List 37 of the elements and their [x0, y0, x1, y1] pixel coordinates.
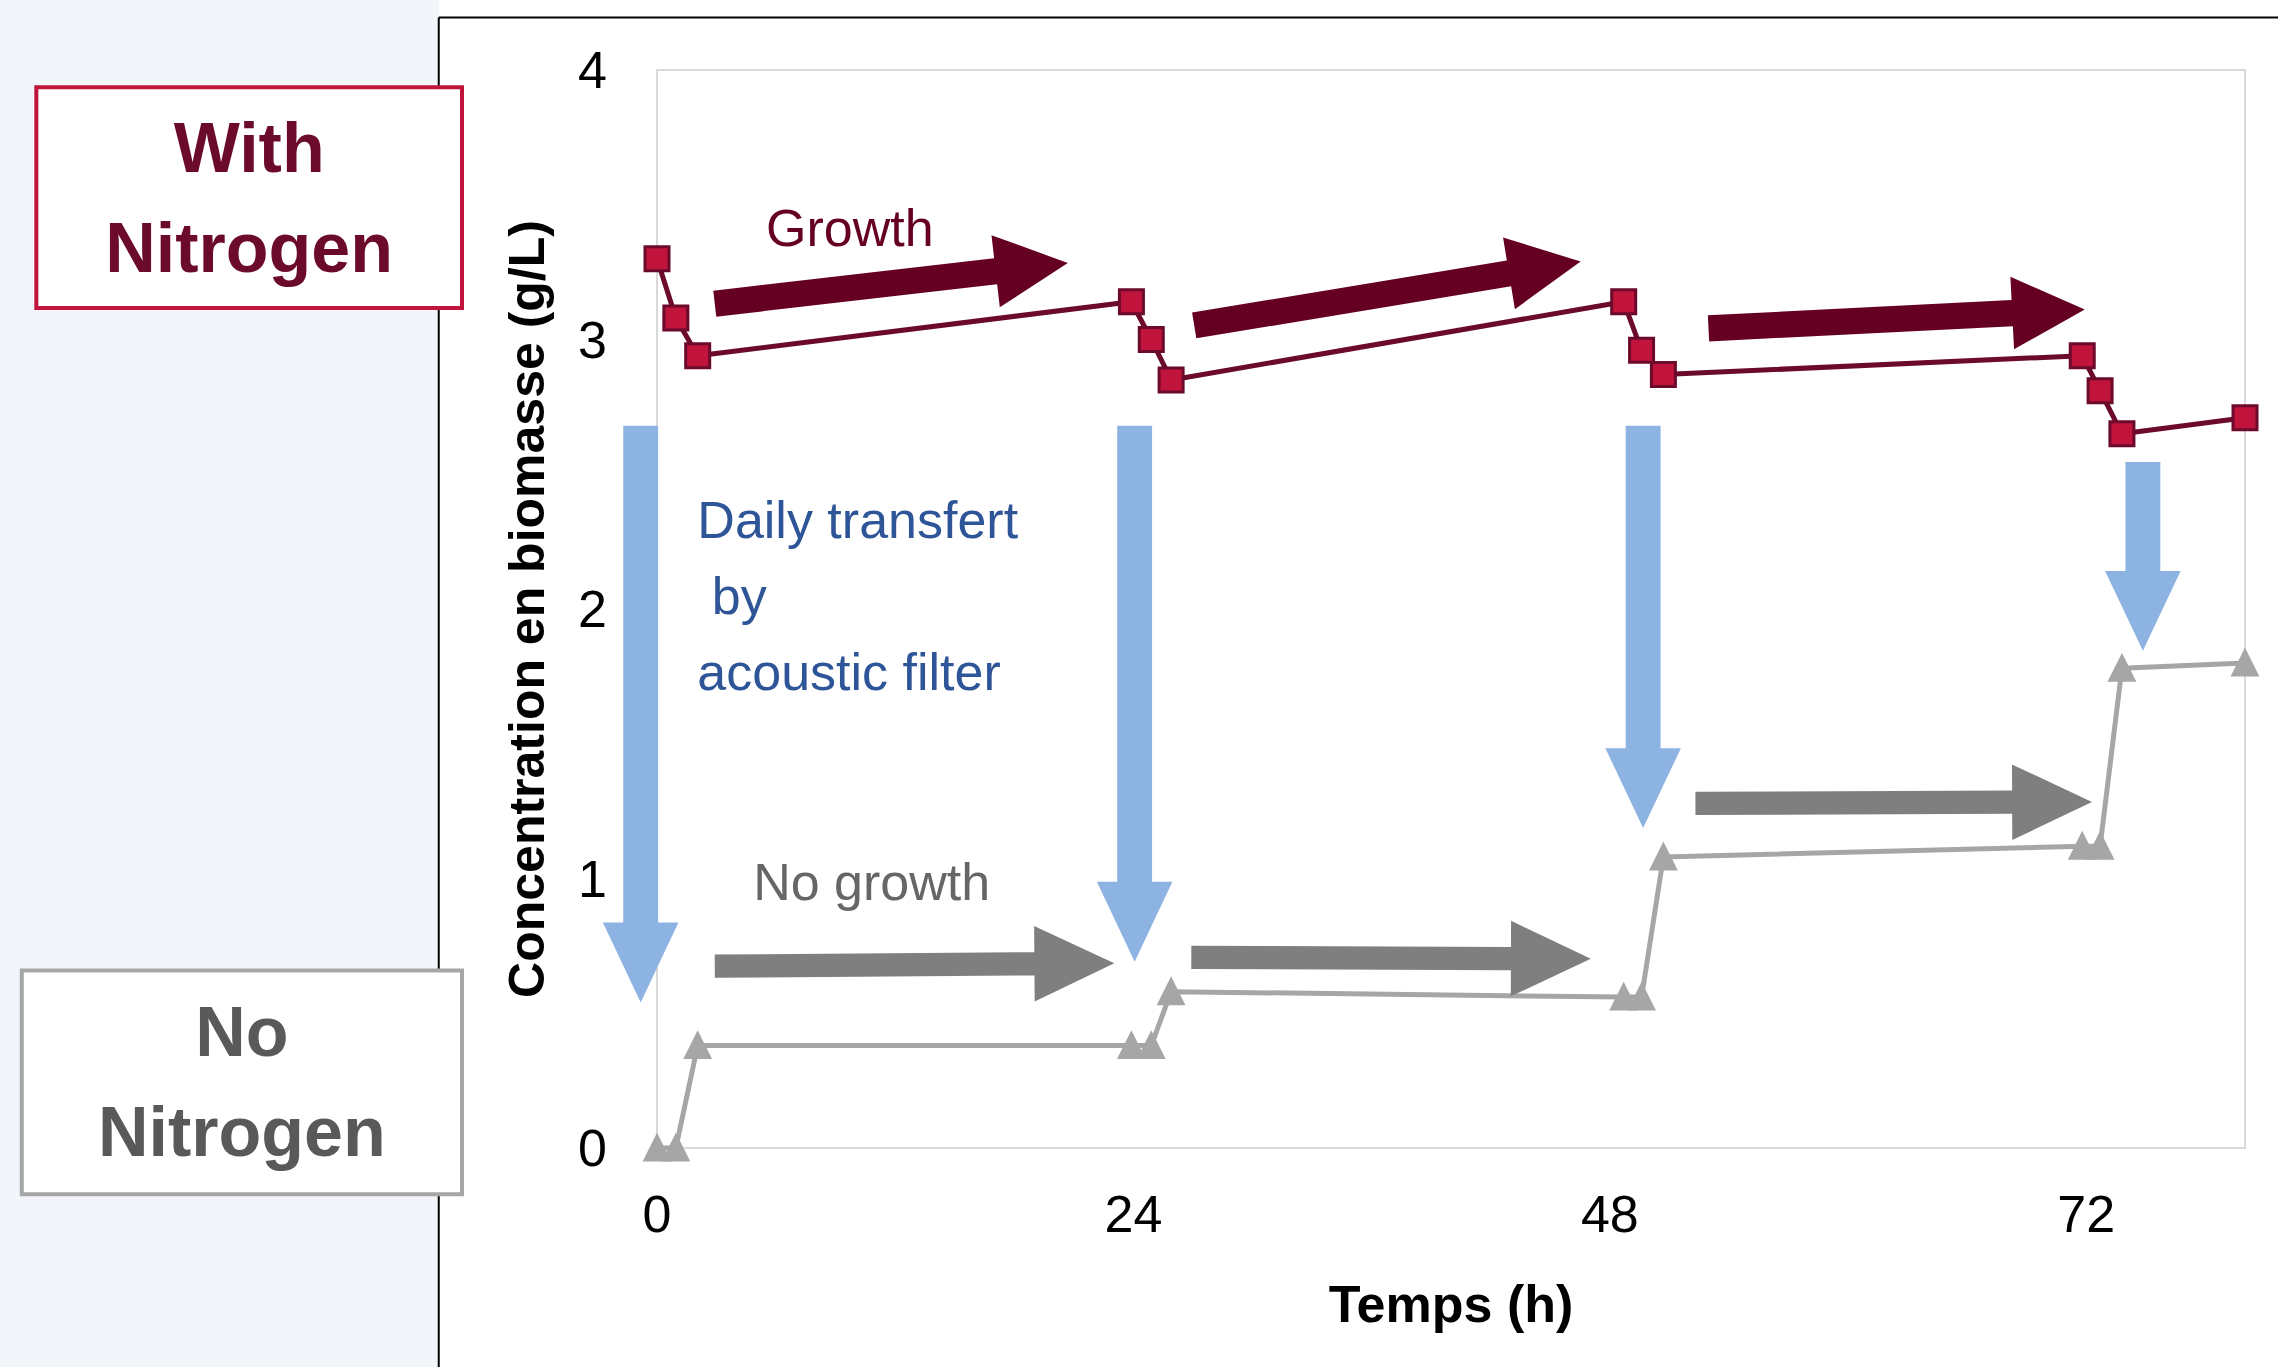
- y-tick-label: 0: [578, 1119, 607, 1177]
- point: [2231, 404, 2259, 432]
- point: [684, 1032, 712, 1060]
- x-tick-label: 0: [642, 1185, 672, 1243]
- point: [1137, 326, 1165, 353]
- x-tick-label: 24: [1104, 1185, 1163, 1243]
- point: [2108, 420, 2136, 448]
- point: [1610, 288, 1638, 316]
- point: [2086, 377, 2114, 405]
- point: [662, 304, 690, 332]
- annotation: Growth: [766, 199, 934, 258]
- point: [2231, 649, 2259, 677]
- point: [2068, 342, 2096, 370]
- point: [1157, 366, 1185, 394]
- x-axis-title: Temps (h): [1328, 1275, 1574, 1333]
- y-tick-label: 2: [578, 580, 607, 638]
- y-tick-label: 1: [578, 849, 607, 908]
- point: [1628, 983, 1656, 1011]
- point: [2108, 654, 2136, 682]
- y-tick-label: 4: [578, 41, 607, 99]
- point: [662, 1134, 690, 1162]
- text: With Nitrogen: [105, 108, 394, 287]
- point: [1117, 288, 1145, 316]
- point: [1649, 843, 1677, 871]
- y-axis-title: Concentration en biomasse (g/L): [499, 220, 555, 998]
- point: [1157, 978, 1185, 1006]
- point: [643, 245, 671, 273]
- x-tick-label: 48: [1580, 1185, 1639, 1243]
- x-tick-label: 72: [2057, 1185, 2116, 1243]
- point: [1649, 361, 1677, 389]
- text: No Nitrogen: [98, 993, 386, 1172]
- point: [1628, 336, 1656, 364]
- annotation: No growth: [753, 852, 991, 911]
- y-tick-label: 3: [578, 310, 607, 369]
- point: [684, 342, 712, 370]
- point: [2086, 832, 2114, 860]
- annotation: Daily transfert by acoustic filter: [697, 490, 1019, 701]
